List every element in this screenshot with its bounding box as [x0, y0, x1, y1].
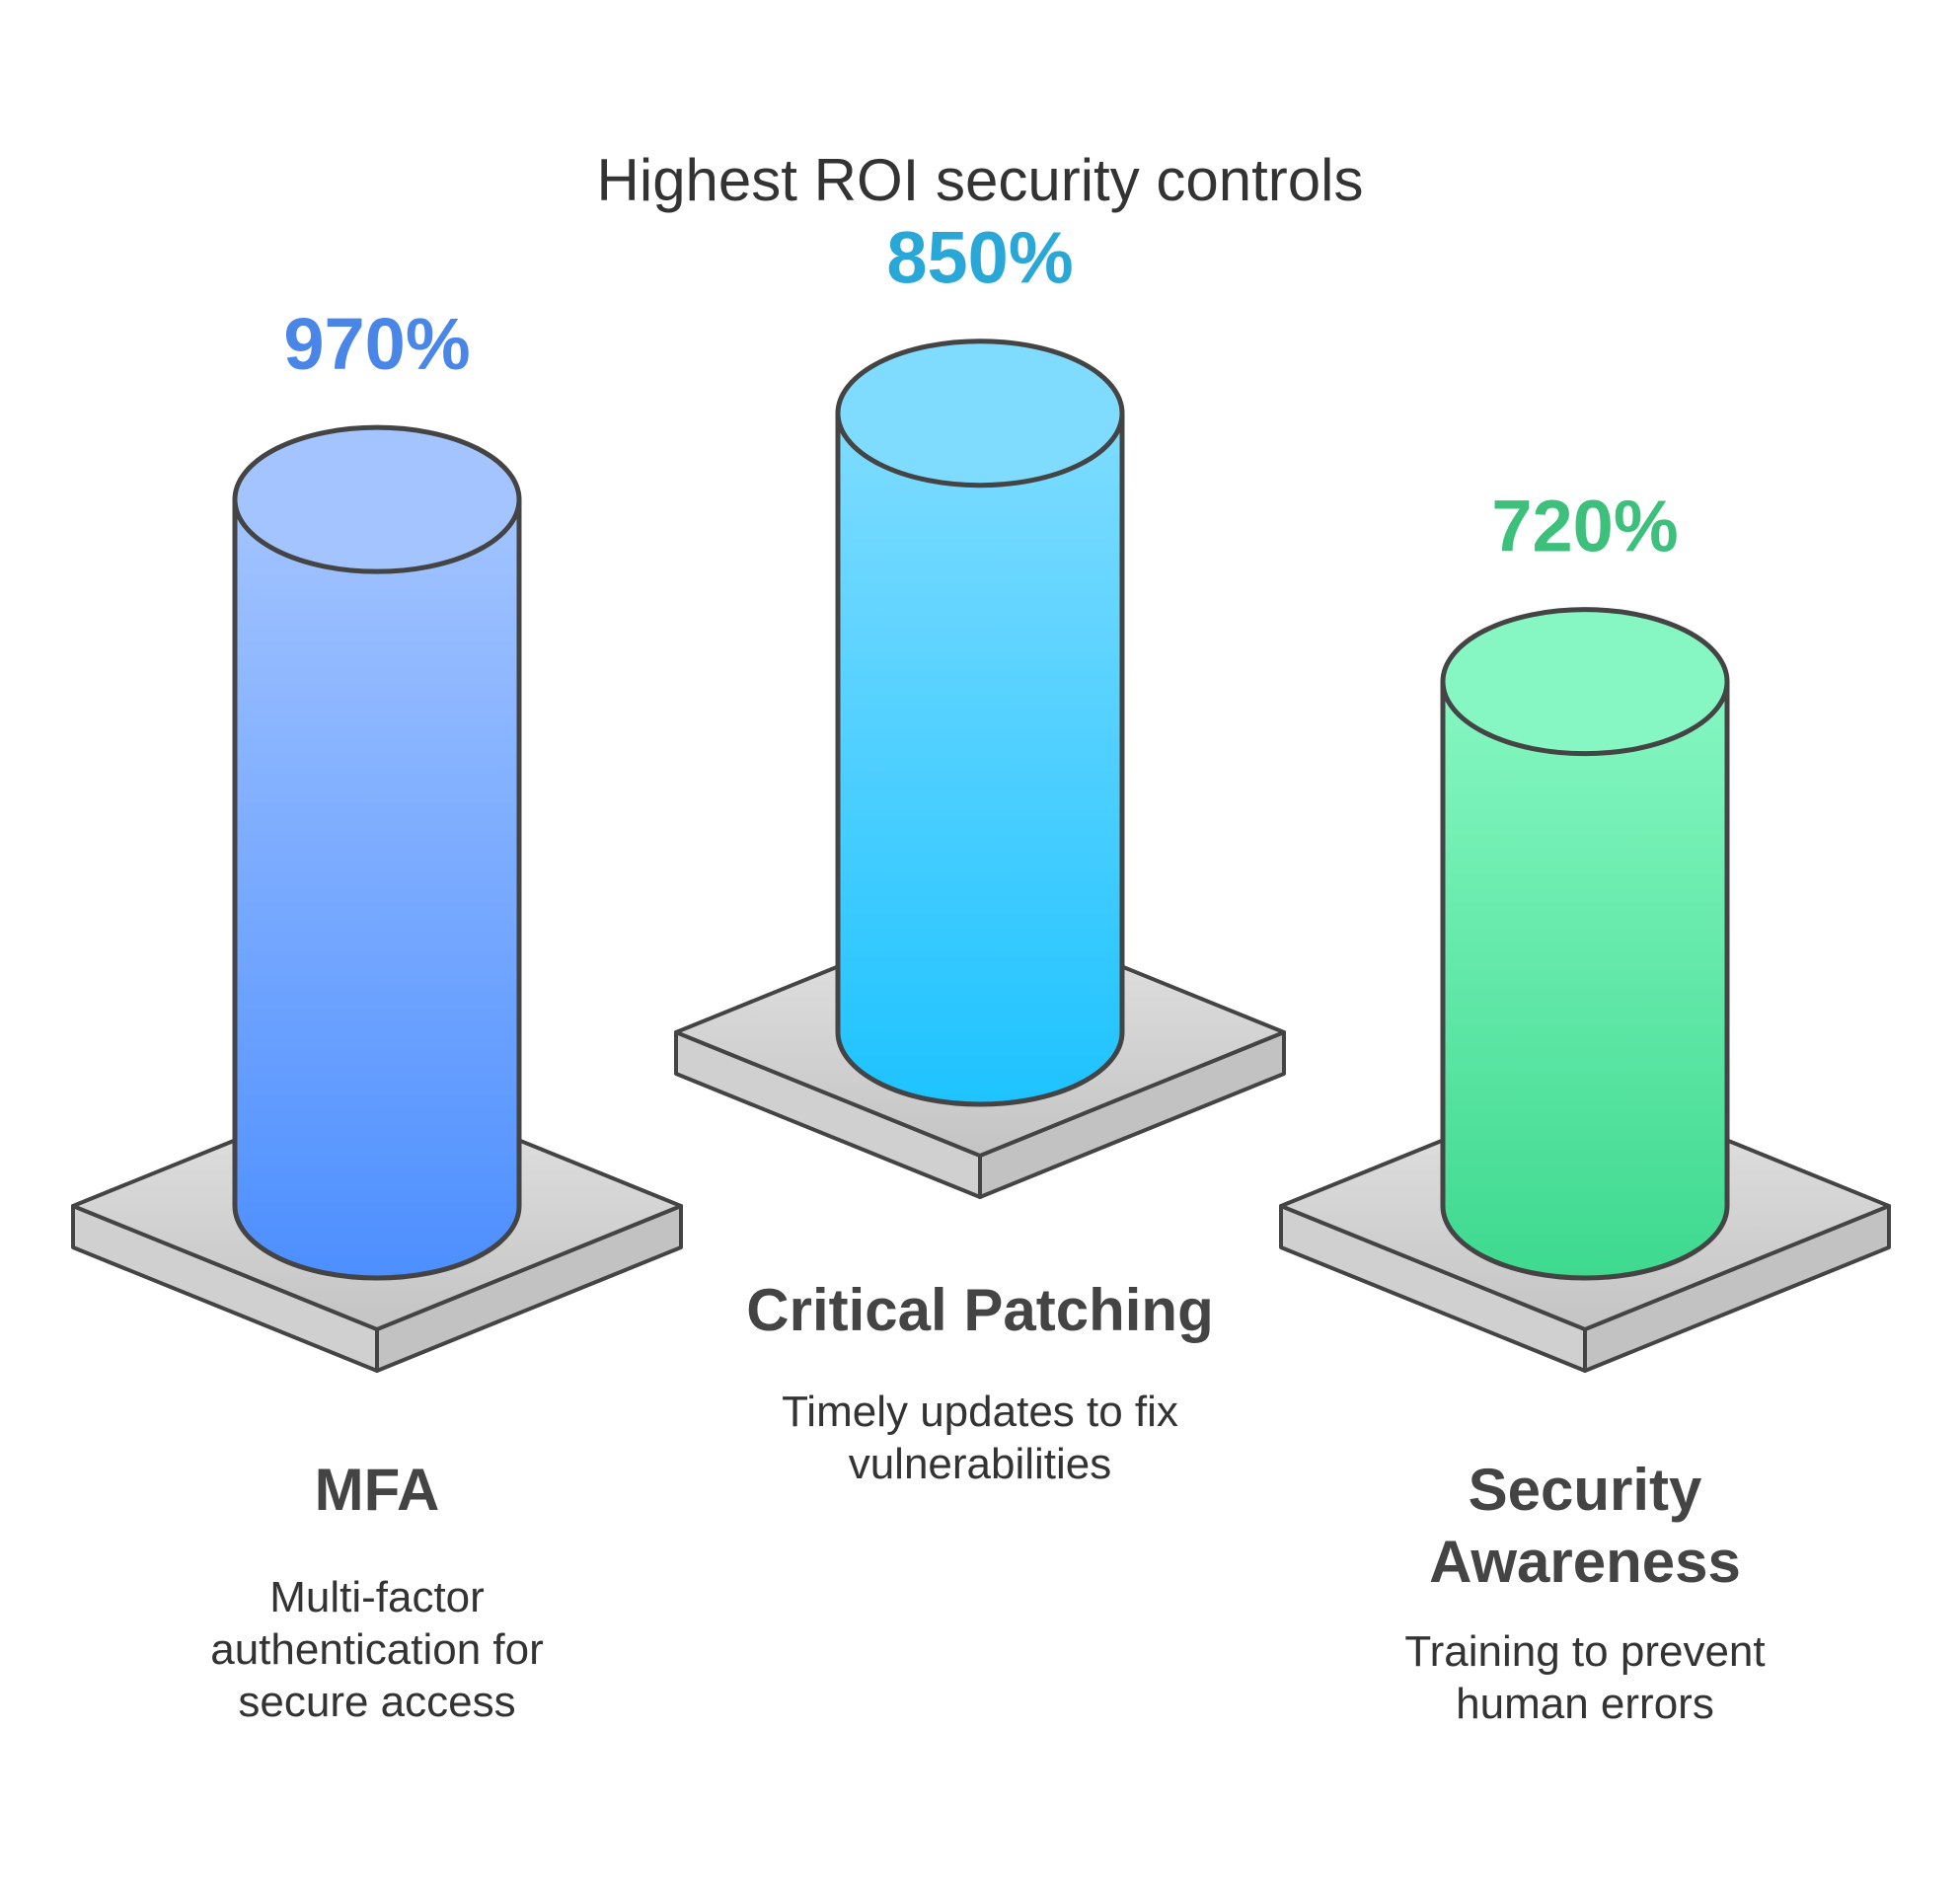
bar-top-0 [232, 424, 522, 574]
category-label-2: Awareness [1429, 1529, 1741, 1595]
value-label-0: 970% [283, 303, 470, 385]
category-label-0: MFA [315, 1457, 440, 1523]
description-line-0: secure access [238, 1678, 515, 1726]
description-line-2: Training to prevent [1404, 1627, 1765, 1676]
bar-0 [232, 496, 522, 1281]
bar-top-1 [835, 338, 1125, 489]
category-label-1: Critical Patching [746, 1277, 1213, 1343]
bar-2 [1440, 679, 1730, 1281]
value-label-2: 720% [1491, 486, 1678, 567]
description-line-1: Timely updates to fix [782, 1388, 1178, 1436]
value-label-1: 850% [886, 217, 1073, 299]
category-label-2: Security [1469, 1457, 1702, 1523]
bar-1 [835, 411, 1125, 1107]
description-line-0: Multi-factor [269, 1573, 485, 1621]
bar-top-2 [1440, 607, 1730, 757]
description-line-2: human errors [1456, 1680, 1714, 1728]
chart-title: Highest ROI security controls [597, 147, 1364, 213]
bar-group-1: 850% Critical Patching Timely updates to f… [674, 217, 1286, 1488]
description-line-0: authentication for [210, 1625, 544, 1674]
description-line-1: vulnerabilities [849, 1440, 1112, 1488]
